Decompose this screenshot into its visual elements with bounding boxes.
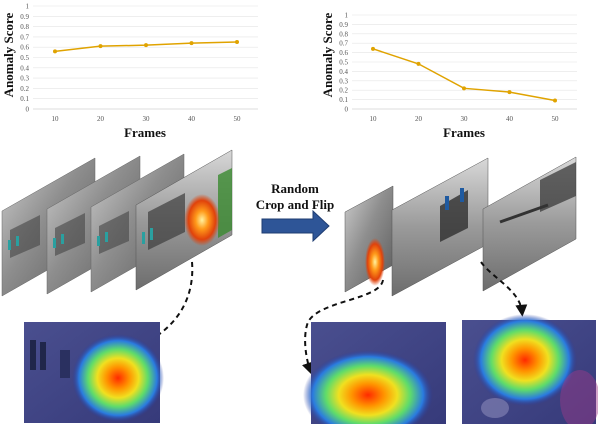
- cropped-frame-street: [482, 156, 577, 292]
- chart1-x-ticks: 10 20 30 40 50: [52, 115, 242, 123]
- dashed-arrow-right-1: [302, 279, 384, 375]
- y-tick-label: 0.2: [339, 87, 348, 95]
- x-tick-label: 30: [143, 115, 151, 123]
- y-tick-label: 0.7: [20, 33, 29, 41]
- heatmap-right-1: [303, 322, 446, 424]
- heatmap-left: [24, 322, 164, 423]
- chart-constant-score: 0 0.1 0.2 0.3 0.4 0.5 0.6 0.7 0.8 0.9 1 10 20 30 40 50…: [1, 3, 258, 140]
- chart1-y-label: Anomaly Score: [1, 12, 16, 97]
- cropped-frame-people: [391, 157, 489, 297]
- chart1-y-ticks: 0 0.1 0.2 0.3 0.4 0.5 0.6 0.7 0.8 0.9 1: [20, 3, 29, 114]
- data-point: [235, 40, 239, 45]
- data-point: [462, 86, 466, 91]
- x-tick-label: 50: [552, 115, 560, 123]
- y-tick-label: 0.9: [339, 21, 348, 29]
- x-tick-label: 10: [52, 115, 60, 123]
- x-tick-label: 40: [506, 115, 514, 123]
- arrow-label-line1: Random: [271, 181, 319, 196]
- left-frame-stack: [1, 149, 233, 297]
- y-tick-label: 0.1: [20, 95, 29, 103]
- y-tick-label: 0.5: [339, 59, 348, 67]
- data-point: [371, 46, 375, 51]
- y-tick-label: 0.6: [339, 49, 348, 57]
- y-tick-label: 0.1: [339, 96, 348, 104]
- chart1-x-label: Frames: [124, 125, 166, 140]
- chart2-grid: [352, 14, 577, 110]
- x-tick-label: 30: [461, 115, 469, 123]
- y-tick-label: 0.4: [339, 68, 348, 76]
- chart1-grid: [33, 5, 258, 110]
- y-tick-label: 0.8: [20, 23, 29, 31]
- y-tick-label: 0.4: [20, 64, 29, 72]
- x-tick-label: 10: [370, 115, 378, 123]
- y-tick-label: 0.3: [339, 77, 348, 85]
- data-point: [416, 61, 421, 66]
- random-crop-flip-arrow: Random Crop and Flip: [256, 181, 335, 243]
- y-tick-label: 0: [26, 106, 30, 114]
- data-point: [189, 41, 194, 46]
- arrow-label-line2: Crop and Flip: [256, 197, 335, 212]
- chart2-y-ticks: 0 0.10.2 0.30.40.5 0.60.7 0.80.91: [339, 12, 348, 114]
- data-point: [98, 44, 103, 49]
- data-point: [144, 43, 148, 48]
- y-tick-label: 0.2: [20, 85, 29, 93]
- y-tick-label: 0.8: [339, 30, 348, 38]
- arrow-right-icon: [261, 209, 330, 243]
- y-tick-label: 0.6: [20, 44, 29, 52]
- y-tick-label: 0.9: [20, 13, 29, 21]
- y-tick-label: 1: [26, 3, 30, 11]
- y-tick-label: 0.7: [339, 40, 348, 48]
- cropped-frame-fire: [344, 185, 394, 293]
- x-tick-label: 40: [188, 115, 196, 123]
- data-point: [507, 90, 512, 95]
- video-frame-fire: [135, 149, 233, 291]
- chart2-points: [371, 46, 557, 103]
- y-tick-label: 1: [345, 12, 349, 20]
- data-point: [553, 98, 557, 103]
- chart2-series-line: [372, 48, 556, 102]
- chart-decreasing-score: 0 0.10.2 0.30.40.5 0.60.7 0.80.91 10 20 30 40 50…: [320, 12, 577, 140]
- right-frame-stack: [344, 156, 577, 297]
- x-tick-label: 20: [415, 115, 423, 123]
- y-tick-label: 0.3: [20, 75, 29, 83]
- chart2-y-label: Anomaly Score: [320, 12, 335, 97]
- chart1-points: [53, 40, 239, 54]
- heatmap-right-2: [462, 314, 598, 424]
- chart2-x-ticks: 10 20 30 40 50: [370, 115, 560, 123]
- x-tick-label: 50: [234, 115, 242, 123]
- data-point: [53, 49, 57, 54]
- chart2-x-label: Frames: [443, 125, 485, 140]
- x-tick-label: 20: [97, 115, 105, 123]
- y-tick-label: 0.5: [20, 54, 29, 62]
- y-tick-label: 0: [345, 106, 349, 114]
